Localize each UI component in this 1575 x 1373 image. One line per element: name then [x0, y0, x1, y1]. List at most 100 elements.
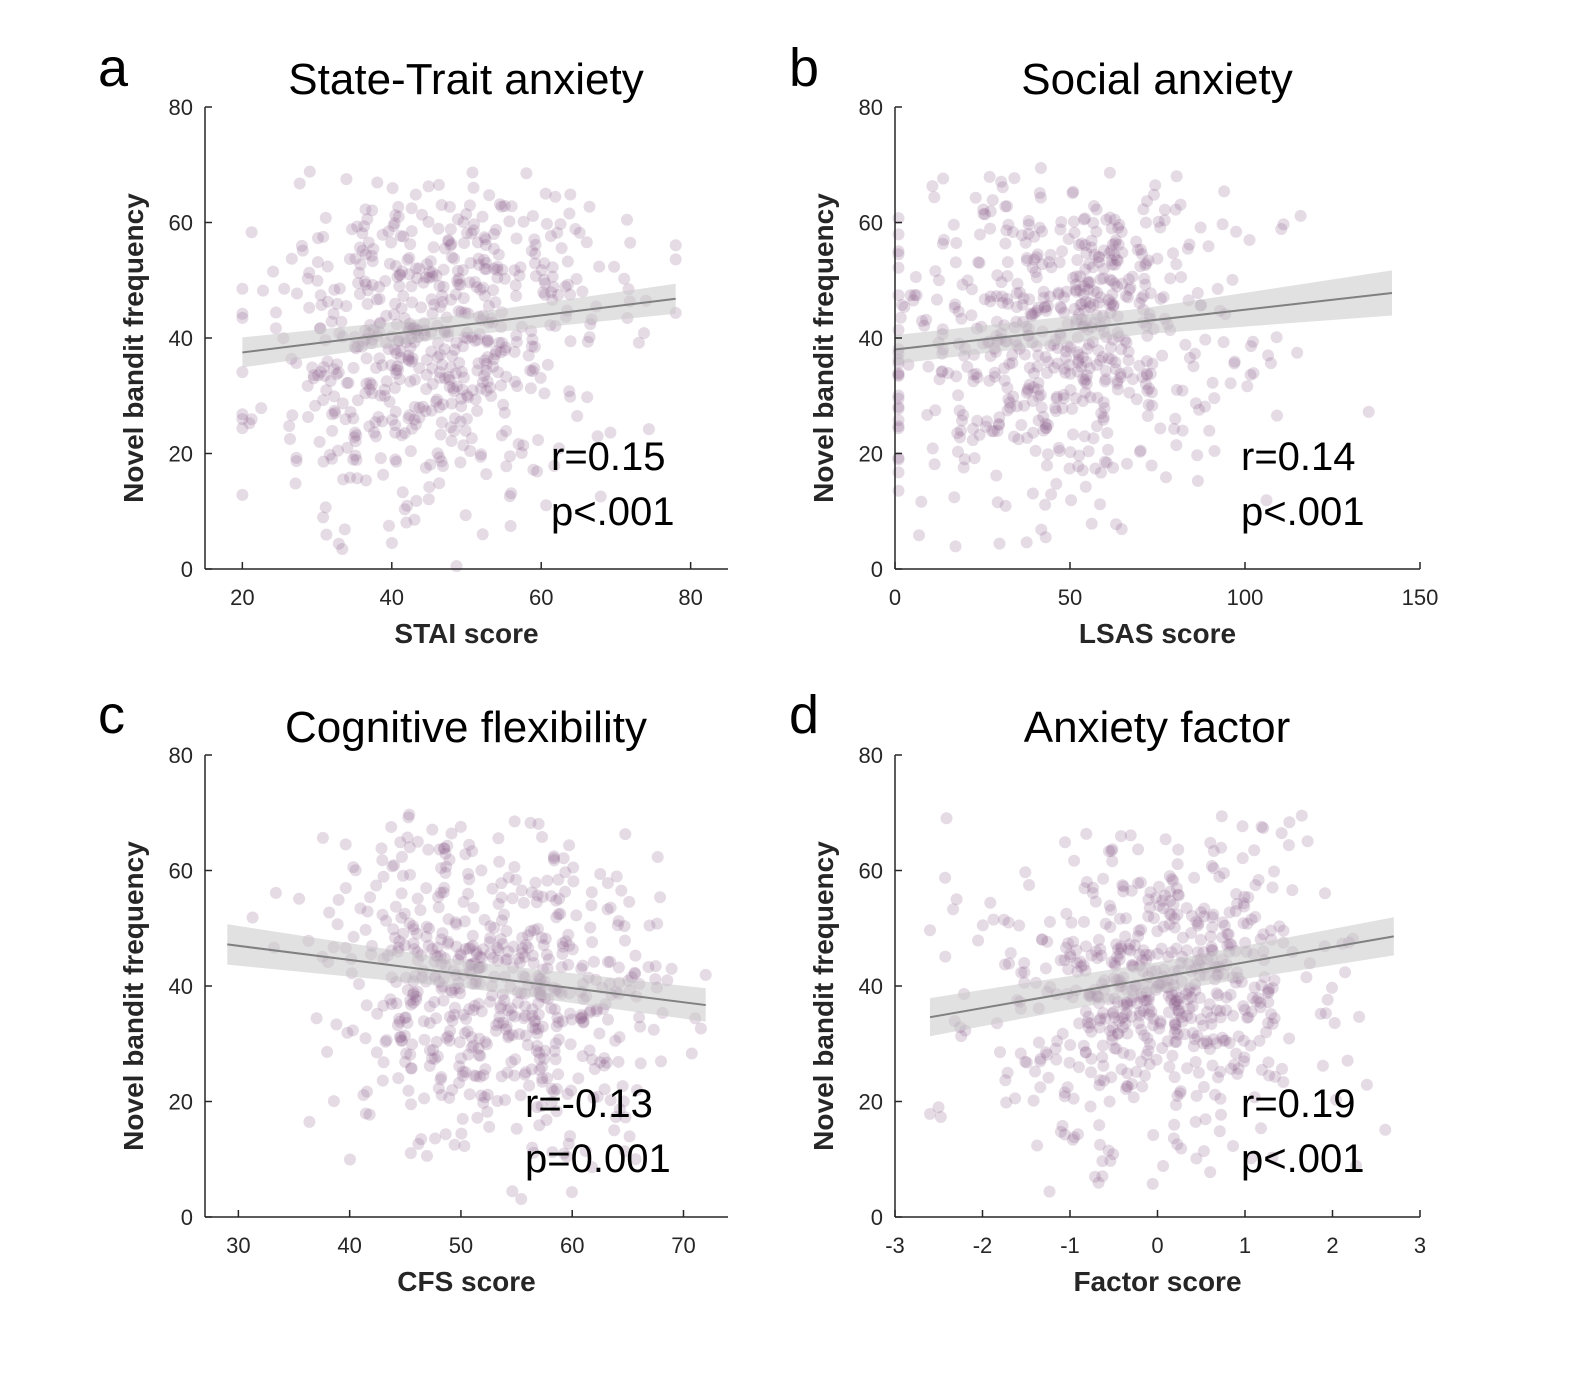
data-point	[665, 962, 678, 975]
data-point	[445, 397, 458, 410]
data-point	[1049, 402, 1062, 415]
data-point	[1077, 288, 1090, 301]
data-point	[353, 266, 366, 279]
data-point	[1255, 979, 1268, 992]
data-point	[1223, 938, 1236, 951]
data-point	[1133, 445, 1146, 458]
data-point	[1085, 949, 1098, 962]
data-point	[426, 270, 439, 283]
data-point	[1014, 1047, 1027, 1060]
data-point	[380, 1034, 393, 1047]
data-point	[1079, 1046, 1092, 1059]
data-point	[475, 1005, 488, 1018]
data-point	[1192, 917, 1205, 930]
data-point	[1136, 248, 1148, 261]
data-point	[966, 434, 979, 447]
data-point	[402, 412, 415, 425]
data-point	[629, 949, 642, 962]
data-point	[367, 243, 380, 255]
data-point	[1034, 1081, 1047, 1094]
data-point	[449, 916, 462, 929]
data-point	[459, 424, 472, 437]
data-point	[540, 499, 553, 512]
data-point	[1172, 998, 1185, 1011]
data-point	[973, 256, 986, 269]
data-point	[363, 1108, 376, 1121]
data-point	[1013, 286, 1026, 299]
data-point	[1161, 1035, 1174, 1048]
data-point	[1255, 1063, 1268, 1076]
data-point	[602, 1013, 614, 1026]
data-point	[929, 265, 942, 278]
data-point	[1139, 278, 1152, 291]
data-point	[573, 226, 586, 239]
data-point	[1174, 1087, 1186, 1100]
data-point	[1021, 254, 1033, 267]
data-point	[392, 210, 405, 223]
data-point	[436, 295, 449, 308]
data-point	[245, 413, 258, 426]
data-point	[563, 385, 576, 398]
data-point	[1112, 943, 1124, 956]
y-axis-label: Novel bandit frequency	[808, 841, 839, 1151]
data-point	[987, 425, 1000, 438]
data-point	[437, 263, 450, 276]
data-point	[1075, 360, 1088, 373]
data-point	[1114, 367, 1127, 380]
data-point	[1059, 366, 1072, 379]
data-point	[1067, 1092, 1080, 1105]
data-point	[389, 297, 402, 310]
data-point	[439, 1128, 452, 1141]
data-point	[1252, 992, 1265, 1005]
data-point	[457, 292, 470, 305]
data-point	[401, 499, 414, 512]
data-point	[306, 361, 319, 374]
data-point	[422, 180, 435, 193]
data-point	[385, 537, 398, 549]
data-point	[500, 370, 513, 383]
data-point	[403, 917, 416, 930]
data-point	[1360, 1078, 1373, 1091]
data-point	[285, 252, 298, 265]
data-point	[388, 382, 401, 394]
data-point	[1060, 907, 1073, 920]
data-point	[408, 943, 421, 955]
data-point	[1147, 188, 1160, 201]
data-point	[1153, 880, 1165, 893]
panel-letter-a: a	[98, 38, 129, 98]
data-point	[1086, 887, 1099, 899]
x-tick-label: 0	[1151, 1233, 1163, 1258]
data-point	[423, 1000, 436, 1013]
data-point	[359, 1032, 372, 1045]
data-point	[495, 877, 508, 890]
data-point	[511, 380, 524, 393]
data-point	[1156, 349, 1169, 362]
data-point	[383, 395, 396, 408]
data-point	[1266, 982, 1279, 994]
data-point	[454, 456, 467, 469]
data-point	[632, 336, 645, 349]
data-point	[1067, 215, 1080, 228]
data-point	[1055, 216, 1068, 228]
data-point	[1132, 930, 1145, 943]
data-point	[1165, 946, 1178, 959]
data-point	[474, 283, 487, 296]
data-point	[1142, 1044, 1155, 1057]
data-point	[1043, 290, 1056, 303]
data-point	[403, 268, 416, 281]
data-point	[1034, 1055, 1047, 1068]
data-point	[1262, 985, 1275, 998]
data-point	[353, 978, 365, 990]
data-point	[433, 451, 446, 464]
data-point	[1013, 919, 1026, 932]
data-point	[535, 931, 548, 944]
data-point	[527, 463, 540, 476]
data-point	[972, 934, 985, 947]
data-point	[926, 180, 939, 193]
data-point	[1228, 357, 1241, 370]
data-point	[459, 848, 472, 861]
data-point	[499, 1023, 512, 1036]
data-point	[435, 1071, 448, 1083]
data-point	[440, 860, 453, 873]
data-point	[953, 431, 966, 444]
